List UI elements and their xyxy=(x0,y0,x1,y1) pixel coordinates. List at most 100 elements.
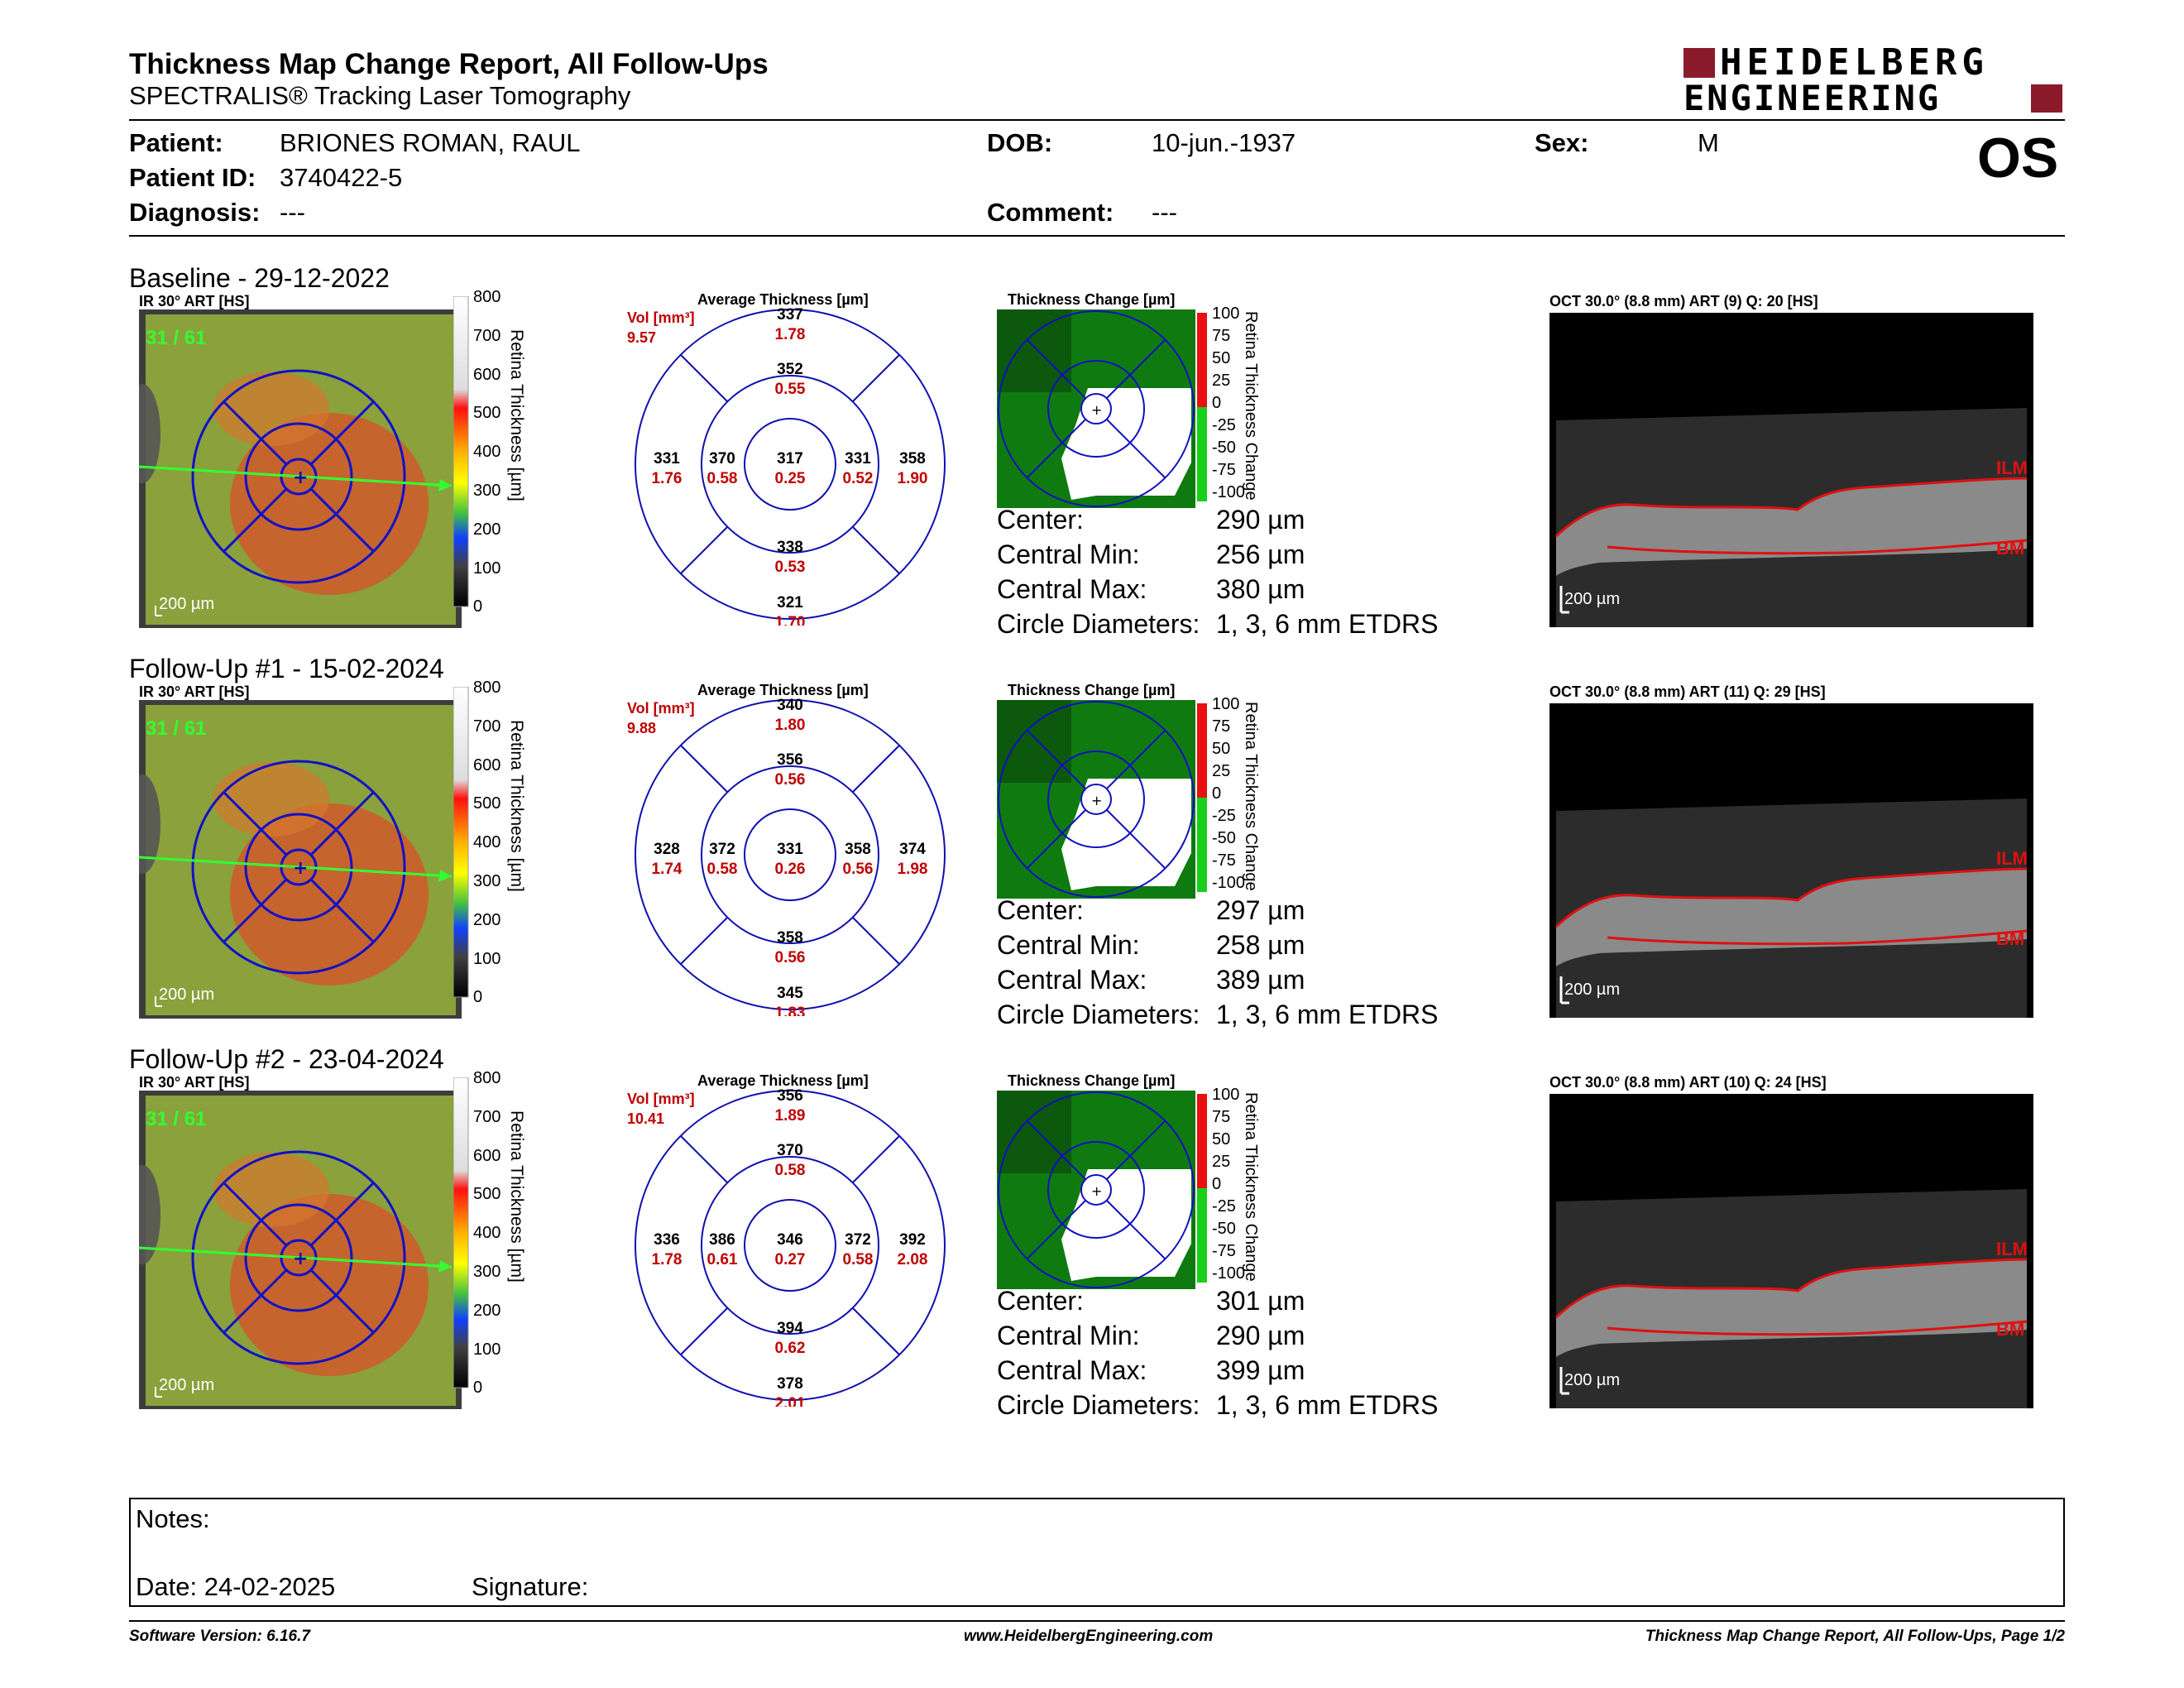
bm-boundary xyxy=(1607,539,2028,555)
etdrs-middle-ring xyxy=(701,765,879,944)
change-tick-label: 25 xyxy=(1212,762,1231,780)
sector-thickness-center: 317 xyxy=(777,450,803,468)
page-indicator: Thickness Map Change Report, All Follow-… xyxy=(1645,1628,2065,1645)
grid-outer-ring xyxy=(191,1150,406,1365)
grid-spoke-3 xyxy=(222,1268,288,1335)
diagnosis-value: --- xyxy=(280,198,305,227)
colorbar-tick-label: 0 xyxy=(473,597,483,616)
colorbar-tick-label: 600 xyxy=(473,755,501,774)
colorbar-tick-label: 400 xyxy=(473,443,501,462)
fundus-thickness-map: + 31 / 61 200 µm xyxy=(139,1091,462,1409)
sector-volume-inner-sup: 0.58 xyxy=(775,1162,806,1179)
sector-volume-outer-tem: 1.78 xyxy=(652,1251,682,1268)
grid-spoke-4 xyxy=(309,1268,376,1335)
change-map-dark xyxy=(997,1091,1071,1173)
sector-volume-inner-nas: 0.52 xyxy=(843,470,874,487)
sector-volume-outer-nas: 1.90 xyxy=(898,470,928,487)
website-link[interactable]: www.HeidelbergEngineering.com xyxy=(964,1628,1214,1645)
patient-id-value: 3740422-5 xyxy=(280,163,403,192)
central-max-label: Central Max: xyxy=(997,574,1147,604)
change-map-dark xyxy=(997,700,1071,783)
change-tick-label: 50 xyxy=(1212,349,1231,367)
change-tick-label: 100 xyxy=(1212,695,1240,713)
change-spoke-ne xyxy=(1106,730,1166,789)
sector-volume-inner-inf: 0.56 xyxy=(775,949,806,966)
fundus-thickness-map: + 31 / 61 200 µm xyxy=(139,309,462,628)
colorbar-title: Retina Thickness [µm] xyxy=(507,720,526,892)
change-grid-middle xyxy=(1047,360,1145,458)
change-spoke-se xyxy=(1106,419,1166,478)
sector-thickness-inner-tem: 372 xyxy=(709,841,735,858)
change-colorbar-pos xyxy=(1197,1094,1207,1188)
volume-value: 10.41 xyxy=(627,1110,665,1127)
dob-label: DOB: xyxy=(987,128,1053,157)
colorbar-tick-label: 300 xyxy=(473,482,501,500)
heidelberg-logo: HEIDELBERG ENGINEERING xyxy=(1684,41,2064,118)
sector-volume-outer-nas: 2.08 xyxy=(898,1251,928,1268)
oct-bscan: ILM BM 200 µm xyxy=(1549,313,2033,627)
colorbar-tick-label: 700 xyxy=(473,717,501,736)
notes-box[interactable]: Notes: Date: 24-02-2025 Signature: xyxy=(129,1498,2065,1607)
etdrs-average-grid: 340 1.80 356 0.56 328 1.74 372 0.58 331 0.26 358 0.… xyxy=(635,697,946,1016)
oct-scale-label: 200 µm xyxy=(1564,590,1620,608)
oct-bscan: ILM BM 200 µm xyxy=(1549,1094,2033,1408)
change-tick-label: -25 xyxy=(1212,807,1236,825)
scan-arrow xyxy=(438,870,452,882)
etdrs-spoke-nw xyxy=(680,354,728,402)
sex-value: M xyxy=(1698,128,1719,157)
etdrs-middle-ring xyxy=(701,1156,879,1335)
change-colorbar xyxy=(1197,703,1207,892)
circle-diameters-value: 1, 3, 6 mm ETDRS xyxy=(1216,1390,1439,1420)
colorbar-tick-label: 500 xyxy=(473,1185,501,1204)
patient-label: Patient: xyxy=(129,128,223,157)
thickness-colorbar xyxy=(453,687,469,998)
ilm-boundary xyxy=(1554,1258,2028,1319)
center-value: 297 µm xyxy=(1216,895,1305,925)
patient-id-label: Patient ID: xyxy=(129,163,256,192)
etdrs-spoke-ne xyxy=(852,1135,900,1183)
change-grid-middle xyxy=(1047,1141,1145,1239)
grid-middle-ring xyxy=(244,422,353,531)
colorbar-tick-label: 600 xyxy=(473,365,501,384)
colorbar-tick-label: 400 xyxy=(473,833,501,852)
thickness-hotspot-2 xyxy=(213,1153,329,1227)
change-tick-label: 100 xyxy=(1212,305,1240,323)
volume-label: Vol [mm³] xyxy=(627,309,695,326)
fundus-scale-label: 200 µm xyxy=(159,595,214,613)
etdrs-center-ring xyxy=(744,808,836,901)
center-label: Center: xyxy=(997,895,1084,925)
bm-label: BM xyxy=(1996,1319,2024,1340)
colorbar-tick-label: 100 xyxy=(473,559,501,578)
grid-spoke-1 xyxy=(222,790,288,856)
etdrs-spoke-nw xyxy=(680,745,728,793)
average-thickness-title: Average Thickness [µm] xyxy=(697,682,869,698)
ilm-boundary xyxy=(1554,477,2028,538)
sector-volume-outer-inf: 1.83 xyxy=(775,1005,806,1016)
sector-thickness-outer-sup: 340 xyxy=(777,697,803,714)
center-cross-icon: + xyxy=(293,468,308,488)
frame-counter: 31 / 61 xyxy=(146,1108,206,1130)
change-colorbar-pos xyxy=(1197,703,1207,798)
exam-title: Follow-Up #1 - 15-02-2024 xyxy=(129,654,444,683)
exam-title: Baseline - 29-12-2022 xyxy=(129,263,390,293)
change-tick-label: 0 xyxy=(1212,394,1222,412)
frame-counter: 31 / 61 xyxy=(146,327,206,349)
colorbar-tick-label: 100 xyxy=(473,949,501,968)
sector-thickness-inner-nas: 358 xyxy=(845,841,871,858)
software-version: Software Version: 6.16.7 xyxy=(129,1628,310,1645)
header-divider xyxy=(129,119,2065,121)
diagnosis-label: Diagnosis: xyxy=(129,198,261,227)
change-grid-center xyxy=(1080,393,1112,424)
colorbar-tick-label: 300 xyxy=(473,1263,501,1281)
change-spoke-nw xyxy=(1027,1120,1086,1180)
central-min-label: Central Min: xyxy=(997,1321,1140,1350)
change-tick-label: -100 xyxy=(1212,483,1246,501)
colorbar-tick-label: 0 xyxy=(473,988,483,1007)
bm-boundary xyxy=(1607,1320,2028,1336)
sector-volume-inner-nas: 0.58 xyxy=(843,1251,874,1268)
sector-thickness-inner-inf: 358 xyxy=(777,929,803,947)
change-grid-outer xyxy=(998,701,1195,898)
colorbar-tick-label: 800 xyxy=(473,1069,501,1087)
change-colorbar-title: Retina Thickness Change xyxy=(1242,311,1260,501)
sector-thickness-outer-tem: 328 xyxy=(654,841,680,858)
